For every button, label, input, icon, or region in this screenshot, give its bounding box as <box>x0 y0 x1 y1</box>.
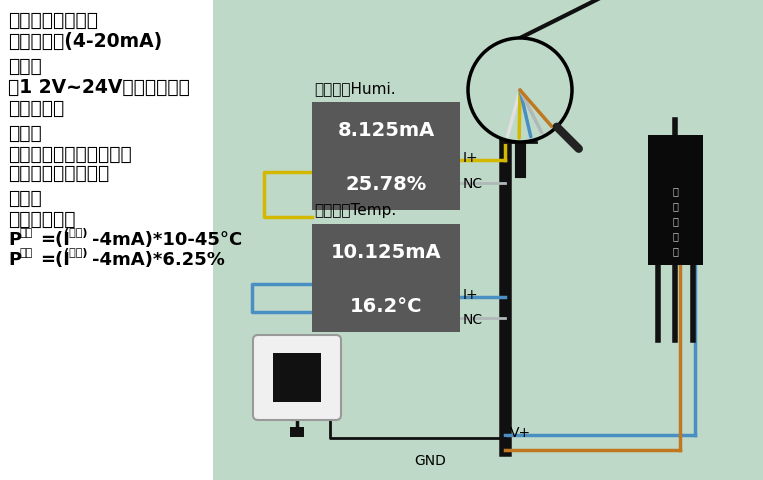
Text: 湿度采集Humi.: 湿度采集Humi. <box>314 81 396 96</box>
Text: 温度: 温度 <box>19 228 32 238</box>
FancyBboxPatch shape <box>312 103 460 211</box>
Text: 温度采集Temp.: 温度采集Temp. <box>314 203 396 217</box>
Text: 8.125mA: 8.125mA <box>337 120 435 139</box>
Text: 连接传感器: 连接传感器 <box>8 99 64 118</box>
Bar <box>290 427 304 437</box>
Text: 土壤溫湿度传感器: 土壤溫湿度传感器 <box>8 11 98 30</box>
Text: (电流): (电流) <box>64 228 88 238</box>
Bar <box>213 0 763 480</box>
Text: 第三步: 第三步 <box>8 189 42 207</box>
Text: 湿度: 湿度 <box>19 248 32 257</box>
Text: 第二步: 第二步 <box>8 124 42 143</box>
Text: P: P <box>8 230 21 249</box>
Text: 接模拟量信号采集器: 接模拟量信号采集器 <box>8 164 109 182</box>
Text: 感: 感 <box>672 230 678 240</box>
Text: =(I: =(I <box>40 251 70 268</box>
Text: -4mA)*6.25%: -4mA)*6.25% <box>92 251 225 268</box>
Text: 16.2°C: 16.2°C <box>349 296 422 315</box>
Text: 土: 土 <box>672 186 678 195</box>
Text: GND: GND <box>414 453 446 467</box>
Text: 用1 2V~24V的电源适配器: 用1 2V~24V的电源适配器 <box>8 78 190 97</box>
FancyBboxPatch shape <box>648 136 703 265</box>
Bar <box>0 0 213 480</box>
Text: P: P <box>8 251 21 268</box>
Text: 25.78%: 25.78% <box>346 174 427 193</box>
Text: V+: V+ <box>510 425 531 439</box>
Text: NC: NC <box>463 312 483 326</box>
Text: I+: I+ <box>463 151 478 165</box>
Text: (电流): (电流) <box>64 248 88 257</box>
Text: 10.125mA: 10.125mA <box>330 242 441 261</box>
Text: =(I: =(I <box>40 230 70 249</box>
Text: NC: NC <box>463 177 483 191</box>
Text: 傳: 傳 <box>672 216 678 226</box>
Text: I+: I+ <box>463 288 478 301</box>
Text: -4mA)*10-45°C: -4mA)*10-45°C <box>92 230 242 249</box>
Text: 器: 器 <box>672 245 678 255</box>
Text: 对照公式计算: 对照公式计算 <box>8 210 76 228</box>
Text: 第一步: 第一步 <box>8 57 42 76</box>
Text: 电流输出制(4-20mA): 电流输出制(4-20mA) <box>8 32 163 51</box>
Text: 壤: 壤 <box>672 201 678 211</box>
FancyBboxPatch shape <box>253 336 341 420</box>
FancyBboxPatch shape <box>312 225 460 332</box>
FancyBboxPatch shape <box>273 353 321 402</box>
Text: 正确挑选万用表量程或连: 正确挑选万用表量程或连 <box>8 144 132 164</box>
Circle shape <box>468 39 572 143</box>
